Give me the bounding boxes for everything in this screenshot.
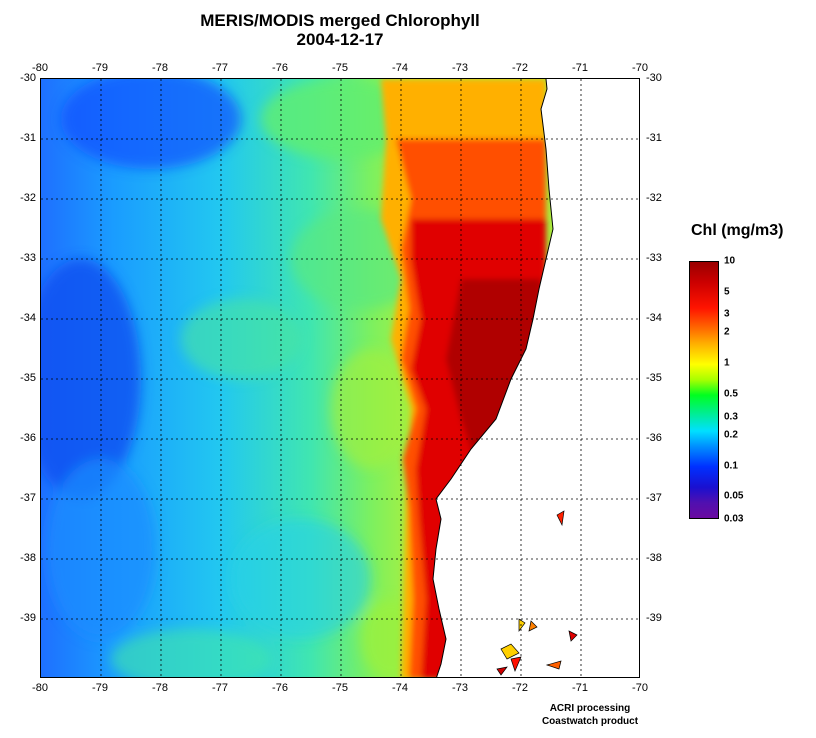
- x-tick-label-top: -71: [572, 62, 588, 74]
- x-tick-label-top: -80: [32, 62, 48, 74]
- x-tick-label-top: -75: [332, 62, 348, 74]
- colorbar-tick-label: 5: [724, 286, 730, 298]
- colorbar-tick-label: 3: [724, 308, 730, 320]
- colorbar-tick-label: 1: [724, 357, 730, 369]
- land-chile: [432, 79, 639, 677]
- y-tick-label-left: -37: [20, 492, 36, 504]
- colorbar-tick-label: 10: [724, 255, 736, 267]
- legend-title: Chl (mg/m3): [691, 222, 784, 239]
- colorbar-tick-label: 0.03: [724, 513, 744, 525]
- y-tick-label-right: -34: [646, 312, 662, 324]
- x-tick-label-top: -74: [392, 62, 408, 74]
- y-tick-label-left: -35: [20, 372, 36, 384]
- x-tick-label-bottom: -73: [452, 682, 468, 694]
- x-tick-label-bottom: -70: [632, 682, 648, 694]
- x-tick-label-top: -79: [92, 62, 108, 74]
- y-tick-label-left: -33: [20, 252, 36, 264]
- y-tick-label-right: -33: [646, 252, 662, 264]
- colorbar-tick-label: 0.5: [724, 388, 738, 400]
- y-tick-label-left: -38: [20, 552, 36, 564]
- x-tick-label-top: -77: [212, 62, 228, 74]
- x-tick-label-bottom: -80: [32, 682, 48, 694]
- y-tick-label-right: -32: [646, 192, 662, 204]
- y-tick-label-right: -30: [646, 72, 662, 84]
- y-tick-label-right: -38: [646, 552, 662, 564]
- y-tick-label-right: -37: [646, 492, 662, 504]
- x-tick-label-bottom: -76: [272, 682, 288, 694]
- colorbar-tick-label: 0.2: [724, 429, 738, 441]
- y-tick-label-right: -39: [646, 612, 662, 624]
- inland-lakes: [496, 510, 578, 676]
- x-tick-label-top: -73: [452, 62, 468, 74]
- x-tick-label-top: -78: [152, 62, 168, 74]
- y-tick-label-left: -30: [20, 72, 36, 84]
- colorbar: [689, 261, 719, 519]
- colorbar-tick-label: 0.05: [724, 490, 744, 502]
- x-tick-label-bottom: -74: [392, 682, 408, 694]
- credit-processing: ACRI processing: [549, 703, 631, 714]
- x-tick-label-top: -70: [632, 62, 648, 74]
- colorbar-tick-label: 2: [724, 326, 730, 338]
- chlorophyll-map: [40, 78, 640, 678]
- y-tick-label-left: -34: [20, 312, 36, 324]
- y-tick-label-left: -31: [20, 132, 36, 144]
- x-tick-label-bottom: -72: [512, 682, 528, 694]
- x-tick-label-bottom: -77: [212, 682, 228, 694]
- colorbar-tick-label: 0.1: [724, 460, 738, 472]
- map-date: 2004-12-17: [296, 30, 384, 49]
- map-canvas: [41, 79, 639, 677]
- y-tick-label-left: -32: [20, 192, 36, 204]
- x-tick-label-bottom: -75: [332, 682, 348, 694]
- y-tick-label-left: -39: [20, 612, 36, 624]
- map-title: MERIS/MODIS merged Chlorophyll: [200, 11, 480, 30]
- y-tick-label-right: -35: [646, 372, 662, 384]
- x-tick-label-bottom: -78: [152, 682, 168, 694]
- x-tick-label-top: -72: [512, 62, 528, 74]
- x-tick-label-top: -76: [272, 62, 288, 74]
- x-tick-label-bottom: -71: [572, 682, 588, 694]
- y-tick-label-left: -36: [20, 432, 36, 444]
- colorbar-tick-label: 0.3: [724, 411, 738, 423]
- y-tick-label-right: -36: [646, 432, 662, 444]
- credit-product: Coastwatch product: [541, 716, 639, 727]
- lat-lon-grid: [41, 79, 639, 677]
- y-tick-label-right: -31: [646, 132, 662, 144]
- x-tick-label-bottom: -79: [92, 682, 108, 694]
